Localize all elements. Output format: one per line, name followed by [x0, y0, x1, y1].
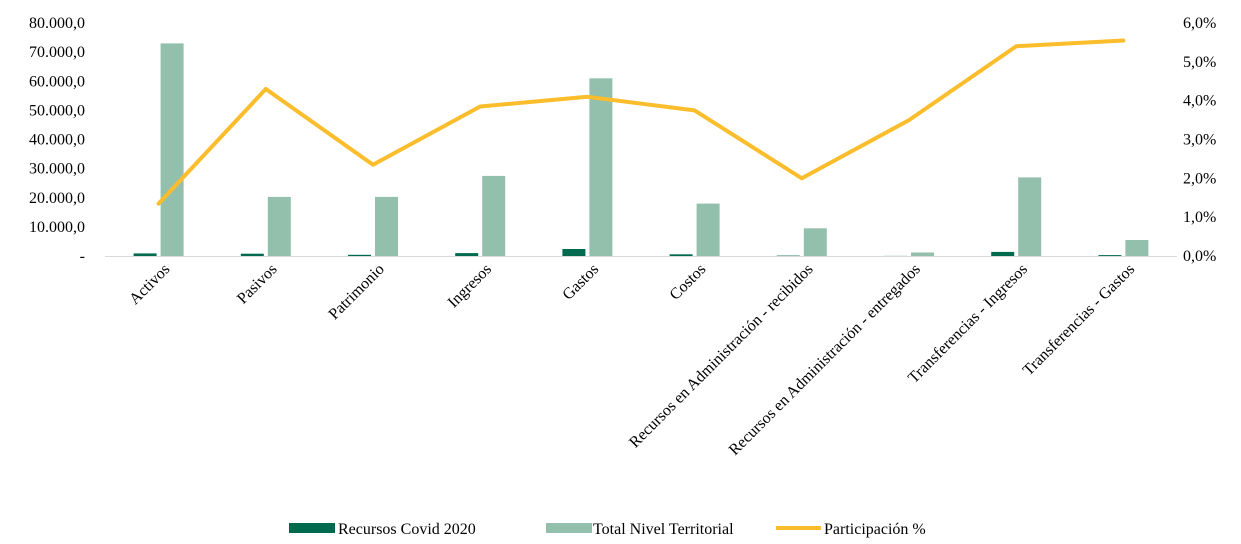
- left-axis-tick-label: 60.000,0: [29, 73, 85, 90]
- category-label-transferencias-ingresos: Transferencias - Ingresos: [905, 261, 1031, 387]
- left-axis-tick-label: 40.000,0: [29, 132, 85, 149]
- bar-recursos-covid-2020-gastos: [562, 249, 586, 256]
- right-axis-tick-label: 4,0%: [1183, 93, 1216, 110]
- left-axis-tick-label: -: [80, 248, 85, 265]
- bar-recursos-covid-2020-transferencias-gastos: [1098, 255, 1122, 256]
- category-label-transferencias-gastos: Transferencias - Gastos: [1020, 261, 1138, 379]
- legend-swatch: [546, 523, 592, 533]
- bar-total-nivel-territorial-patrimonio: [375, 196, 398, 256]
- legend-label: Recursos Covid 2020: [338, 521, 476, 538]
- legend-item-participacion: Participación %: [776, 521, 926, 538]
- legend-label: Total Nivel Territorial: [593, 521, 734, 538]
- bar-total-nivel-territorial-recursos-en-administracion-entregados: [911, 252, 934, 256]
- line-layer: [156, 38, 1126, 206]
- bar-recursos-covid-2020-ingresos: [455, 253, 479, 256]
- right-axis-tick-label: 2,0%: [1183, 170, 1216, 187]
- category-label-gastos: Gastos: [559, 261, 602, 304]
- bar-total-nivel-territorial-ingresos: [482, 175, 506, 256]
- bars-layer: [133, 43, 1149, 257]
- right-axis-tick-label: 5,0%: [1183, 54, 1216, 71]
- category-label-activos: Activos: [126, 261, 173, 308]
- bar-recursos-covid-2020-costos: [669, 254, 693, 256]
- left-y-axis: - 10.000,0 20.000,0 30.000,0 40.000,0 50.000,…: [29, 15, 85, 265]
- category-labels: Activos Pasivos Patrimonio Ingresos Gastos Co…: [126, 261, 1138, 459]
- bar-total-nivel-territorial-activos: [160, 43, 184, 257]
- category-label-ingresos: Ingresos: [445, 261, 495, 311]
- line-participacion: [156, 38, 1126, 206]
- legend-label: Participación %: [824, 521, 926, 538]
- bar-total-nivel-territorial-transferencias-gastos: [1125, 240, 1149, 256]
- category-label-patrimonio: Patrimonio: [326, 261, 388, 323]
- bar-total-nivel-territorial-pasivos: [267, 196, 291, 256]
- legend: Recursos Covid 2020 Total Nivel Territori…: [289, 521, 926, 538]
- category-label-recursos-en-administracion-recibidos: Recursos en Administración - recibidos: [626, 261, 816, 451]
- bar-total-nivel-territorial-costos: [696, 203, 720, 256]
- bar-recursos-covid-2020-patrimonio: [348, 254, 371, 256]
- right-axis-tick-label: 3,0%: [1183, 132, 1216, 149]
- category-label-recursos-en-administracion-entregados: Recursos en Administración - entregados: [726, 261, 924, 459]
- bar-recursos-covid-2020-pasivos: [240, 253, 264, 256]
- legend-item-total-nivel-territorial: Total Nivel Territorial: [546, 521, 734, 538]
- left-axis-tick-label: 10.000,0: [29, 219, 85, 236]
- left-axis-tick-label: 30.000,0: [29, 161, 85, 178]
- right-axis-tick-label: 6,0%: [1183, 15, 1216, 32]
- left-axis-tick-label: 50.000,0: [29, 102, 85, 119]
- legend-item-recursos-covid-2020: Recursos Covid 2020: [289, 521, 476, 538]
- legend-swatch: [289, 523, 335, 533]
- left-axis-tick-label: 80.000,0: [29, 15, 85, 32]
- category-label-costos: Costos: [667, 261, 710, 304]
- bar-recursos-covid-2020-activos: [133, 253, 157, 256]
- right-axis-tick-label: 1,0%: [1183, 209, 1216, 226]
- category-label-pasivos: Pasivos: [234, 261, 281, 308]
- bar-recursos-covid-2020-transferencias-ingresos: [991, 251, 1015, 256]
- bar-total-nivel-territorial-transferencias-ingresos: [1018, 177, 1042, 256]
- bar-total-nivel-territorial-gastos: [589, 78, 613, 256]
- left-axis-tick-label: 70.000,0: [29, 44, 85, 61]
- right-y-axis: 0,0% 1,0% 2,0% 3,0% 4,0% 5,0% 6,0%: [1183, 15, 1216, 265]
- left-axis-tick-label: 20.000,0: [29, 190, 85, 207]
- right-axis-tick-label: 0,0%: [1183, 248, 1216, 265]
- bar-total-nivel-territorial-recursos-en-administracion-recibidos: [803, 228, 827, 256]
